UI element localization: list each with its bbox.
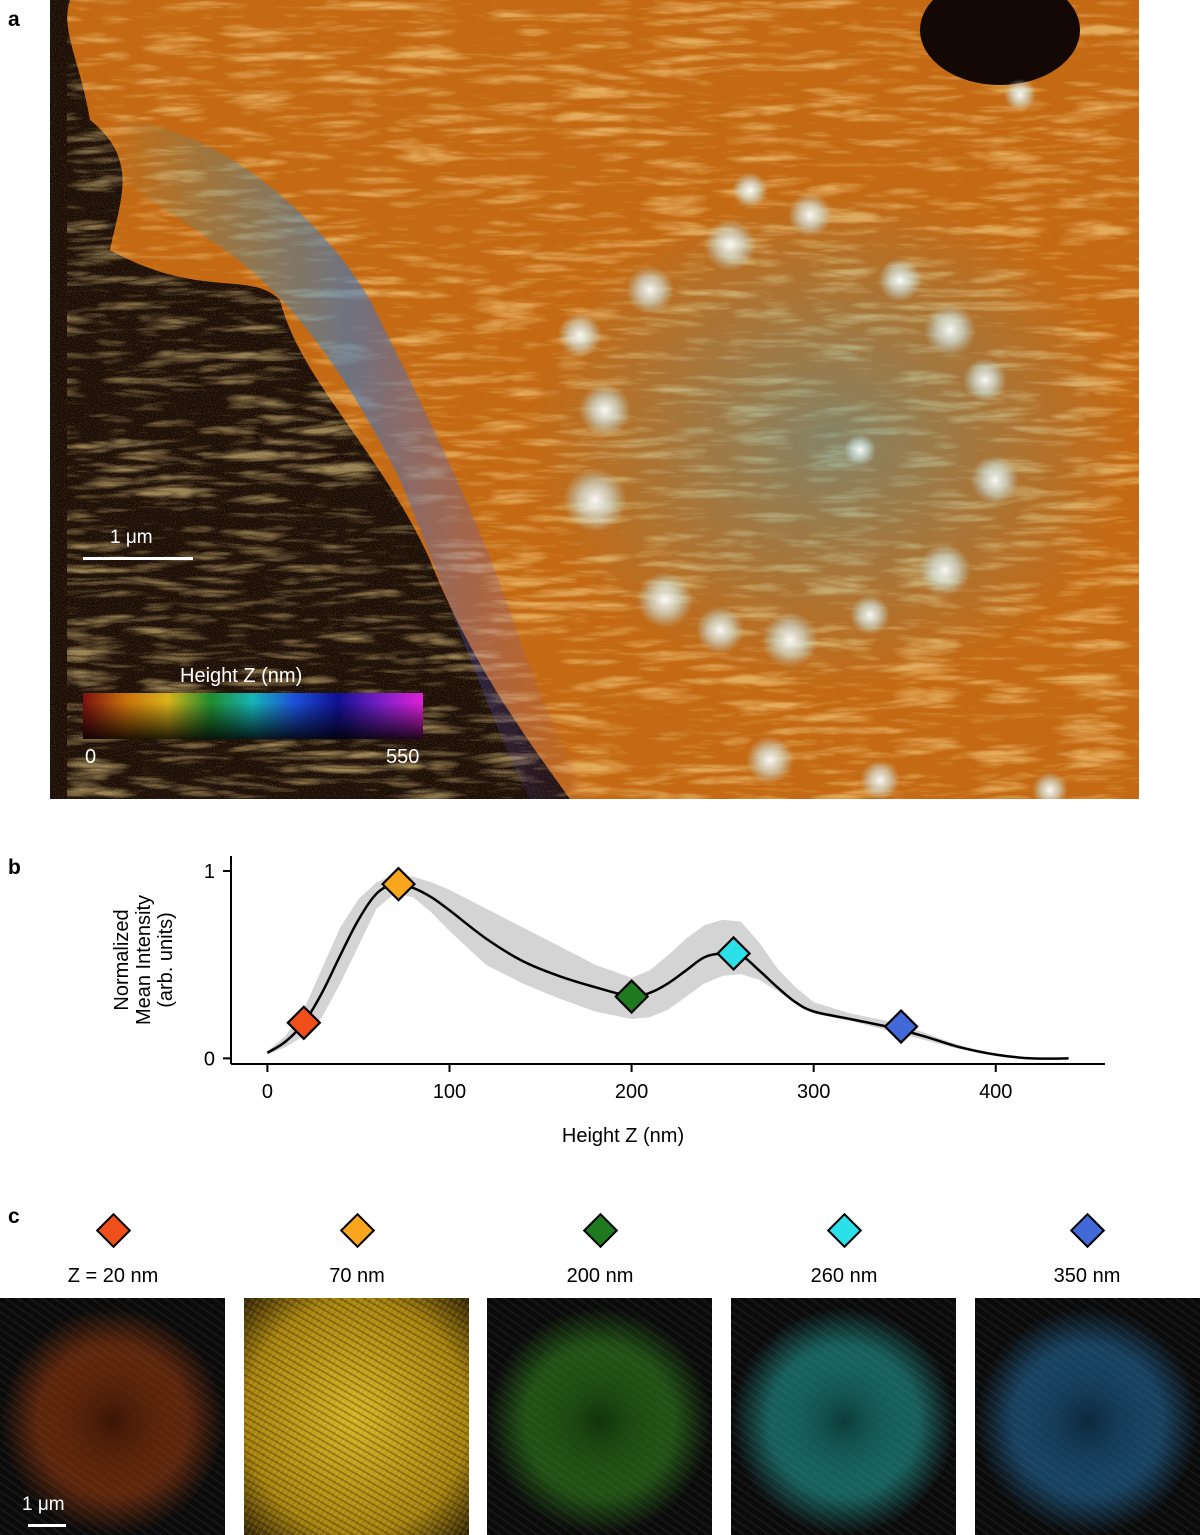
slice-height-label: 200 nm [566, 1265, 634, 1287]
slice-color-diamond [1069, 1212, 1106, 1249]
bright-spots [558, 79, 1068, 799]
y-axis-label: Normalized Mean Intensity (arb. units) [111, 895, 177, 1025]
x-tick-label: 100 [433, 1081, 466, 1103]
scale-bar-label: 1 μm [110, 527, 153, 548]
chart-markers [286, 866, 919, 1045]
slice-image-tile [975, 1298, 1200, 1535]
intensity-error-band [267, 874, 1069, 1059]
x-tick-label: 200 [615, 1081, 648, 1103]
panel-label-c: c [8, 1205, 20, 1228]
x-tick-label: 300 [797, 1081, 830, 1103]
intensity-profile-chart: Normalized Mean Intensity (arb. units) 0 10… [111, 856, 1105, 1147]
slice-scale-bar-label: 1 μm [22, 1494, 65, 1515]
scale-bar [83, 557, 193, 560]
y-axis-label-line: (arb. units) [155, 912, 177, 1008]
height-colorbar [83, 693, 423, 739]
perinuclear-ring [530, 190, 1130, 690]
dark-hole [920, 0, 1080, 85]
slice-height-label: 350 nm [1053, 1265, 1121, 1287]
y-axis-label-line: Normalized [111, 909, 133, 1010]
slice-image-tile [731, 1298, 956, 1535]
chart-axes: 0 100 200 300 400 0 1 [204, 856, 1105, 1103]
slice-height-label: Z = 20 nm [67, 1265, 159, 1287]
slice-image-tile [0, 1298, 225, 1535]
colorbar-min-label: 0 [85, 746, 97, 768]
chart-marker-diamond [715, 935, 752, 971]
slice-color-diamond [339, 1212, 376, 1249]
intensity-mean-line [266, 882, 1069, 1060]
panel-label-a: a [8, 8, 20, 31]
x-tick-label: 400 [979, 1081, 1012, 1103]
y-tick-label: 1 [204, 861, 215, 883]
slice-height-label: 260 nm [810, 1265, 878, 1287]
chart-marker-diamond [286, 1005, 322, 1041]
slice-color-diamond [95, 1212, 132, 1249]
y-axis-label-line: Mean Intensity [133, 895, 155, 1025]
slice-color-diamond [826, 1212, 863, 1249]
panel-label-b: b [8, 856, 21, 879]
chart-marker-diamond [614, 978, 650, 1015]
chart-marker-diamond [380, 866, 417, 902]
slice-image-tile [244, 1298, 469, 1535]
slice-color-diamond [582, 1212, 619, 1249]
height-coded-micrograph [50, 0, 1139, 799]
lamella-blue-region [110, 120, 590, 799]
colorbar-title: Height Z (nm) [180, 665, 303, 687]
x-axis-label: Height Z (nm) [562, 1125, 684, 1147]
colorbar-max-label: 550 [386, 746, 420, 768]
slice-scale-bar [28, 1524, 66, 1527]
slice-image-tile [487, 1298, 712, 1535]
chart-marker-diamond [883, 1008, 919, 1045]
x-tick-label: 0 [262, 1081, 273, 1103]
slice-height-label: 70 nm [329, 1265, 385, 1287]
y-tick-label: 0 [204, 1048, 215, 1070]
